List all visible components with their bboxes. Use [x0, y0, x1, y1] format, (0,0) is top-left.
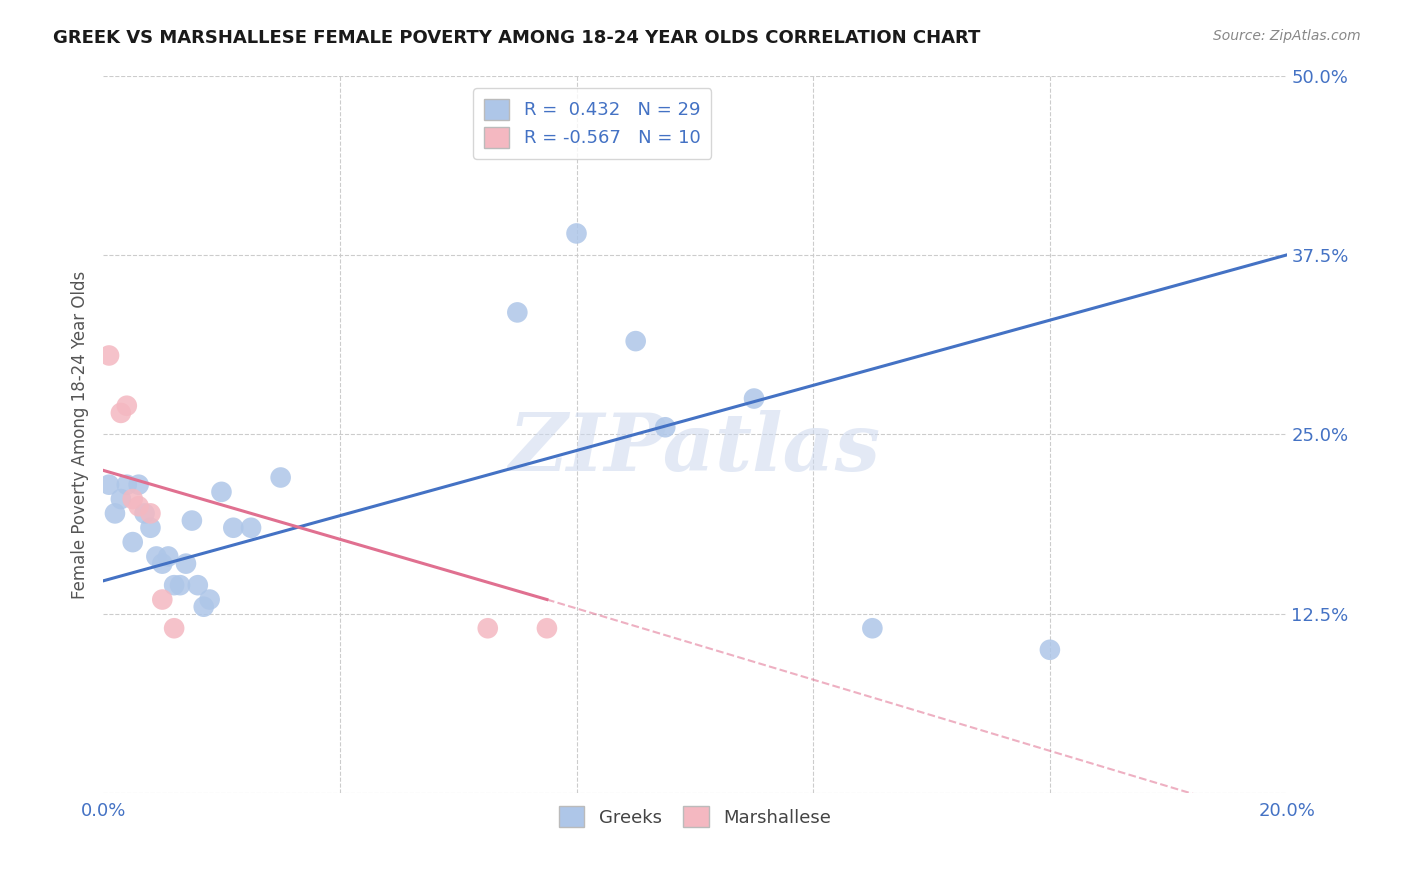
Point — [222, 521, 245, 535]
Y-axis label: Female Poverty Among 18-24 Year Olds: Female Poverty Among 18-24 Year Olds — [72, 270, 89, 599]
Point — [654, 420, 676, 434]
Point — [163, 578, 186, 592]
Point — [110, 491, 132, 506]
Point — [624, 334, 647, 348]
Point — [121, 491, 143, 506]
Point — [211, 484, 233, 499]
Point — [104, 507, 127, 521]
Point — [169, 578, 191, 592]
Point — [180, 514, 202, 528]
Legend: Greeks, Marshallese: Greeks, Marshallese — [551, 799, 838, 835]
Point — [163, 621, 186, 635]
Point — [98, 349, 121, 363]
Point — [134, 507, 156, 521]
Text: GREEK VS MARSHALLESE FEMALE POVERTY AMONG 18-24 YEAR OLDS CORRELATION CHART: GREEK VS MARSHALLESE FEMALE POVERTY AMON… — [53, 29, 981, 46]
Point — [174, 557, 197, 571]
Point — [270, 470, 292, 484]
Point — [121, 535, 143, 549]
Point — [115, 477, 138, 491]
Point — [110, 406, 132, 420]
Point — [193, 599, 215, 614]
Text: ZIPatlas: ZIPatlas — [509, 410, 882, 488]
Point — [1039, 642, 1062, 657]
Point — [506, 305, 529, 319]
Point — [860, 621, 883, 635]
Point — [115, 399, 138, 413]
Point — [565, 227, 588, 241]
Point — [536, 621, 558, 635]
Point — [150, 557, 173, 571]
Point — [150, 592, 173, 607]
Text: Source: ZipAtlas.com: Source: ZipAtlas.com — [1213, 29, 1361, 43]
Point — [128, 500, 150, 514]
Point — [477, 621, 499, 635]
Point — [139, 507, 162, 521]
Point — [98, 477, 121, 491]
Point — [128, 477, 150, 491]
Point — [240, 521, 263, 535]
Point — [187, 578, 209, 592]
Point — [139, 521, 162, 535]
Point — [145, 549, 167, 564]
Point — [198, 592, 221, 607]
Point — [742, 392, 765, 406]
Point — [157, 549, 180, 564]
